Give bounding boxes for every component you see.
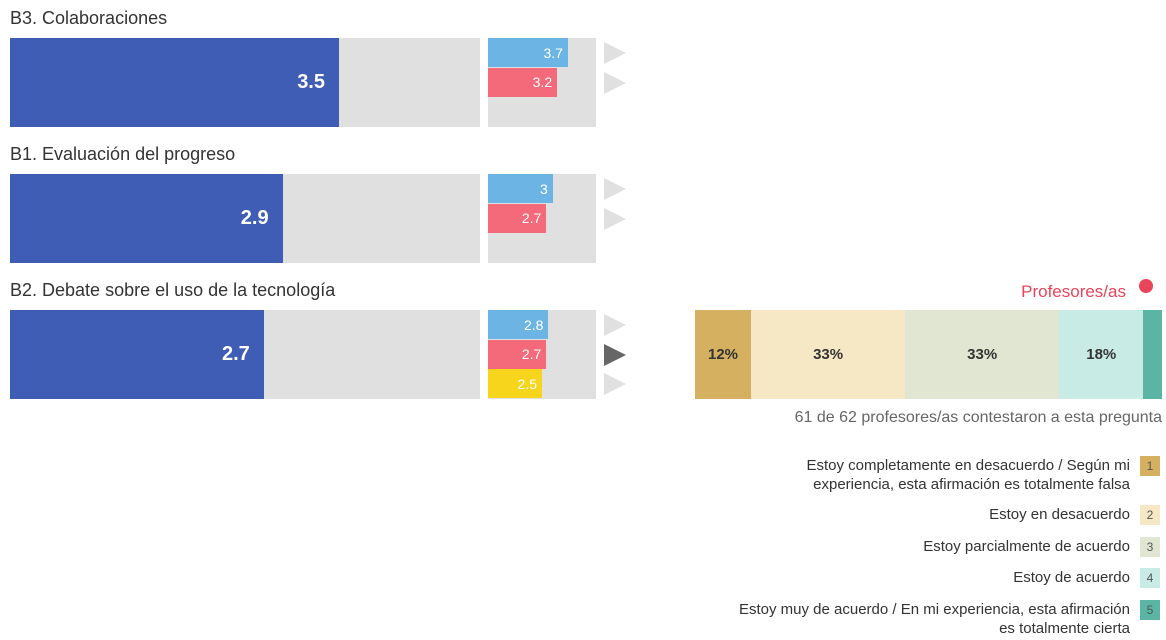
legend-text: Estoy en desacuerdo (989, 506, 1130, 523)
section-title: B3. Colaboraciones (10, 8, 168, 28)
compare-bar: 2.5 (488, 369, 542, 399)
bar: 2.7 (10, 310, 264, 399)
compare-bar: 3.7 (488, 38, 568, 67)
marker (604, 314, 626, 336)
section-title: B2. Debate sobre el uso de la tecnología (10, 280, 336, 300)
icon (1136, 276, 1156, 296)
compare-bar: 2.7 (488, 339, 547, 369)
bar: 3.5 (10, 38, 339, 127)
marker (604, 207, 626, 230)
segment: 33% (905, 310, 1060, 399)
marker (604, 343, 626, 366)
legend-key: 3 (1140, 537, 1160, 557)
legend-key: 1 (1140, 456, 1160, 476)
legend-key: 4 (1140, 568, 1160, 588)
marker (604, 42, 626, 64)
legend-key: 2 (1140, 505, 1160, 525)
legend-text: Estoy parcialmente de acuerdo (923, 538, 1130, 555)
series-label: Profesores/as (1021, 282, 1126, 301)
compare-bar: 3 (488, 174, 553, 203)
marker (604, 71, 626, 94)
compare-bar: 3.2 (488, 67, 558, 97)
segment (1143, 310, 1162, 399)
marker (604, 178, 626, 200)
marker (604, 373, 626, 396)
legend-key: 5 (1140, 600, 1160, 620)
legend-text: Estoy completamente en desacuerdo / Segú… (806, 457, 1130, 493)
segment: 33% (751, 310, 906, 399)
segment: 12% (695, 310, 752, 399)
bar: 2.9 (10, 174, 283, 263)
legend-text: Estoy muy de acuerdo / En mi experiencia… (738, 601, 1130, 637)
section-title: B1. Evaluación del progreso (10, 144, 236, 164)
note: 61 de 62 profesores/as contestaron a est… (794, 409, 1162, 426)
compare-bar: 2.8 (488, 310, 549, 339)
compare-bar: 2.7 (488, 203, 547, 233)
legend-text: Estoy de acuerdo (1013, 569, 1130, 586)
segment: 18% (1059, 310, 1144, 399)
